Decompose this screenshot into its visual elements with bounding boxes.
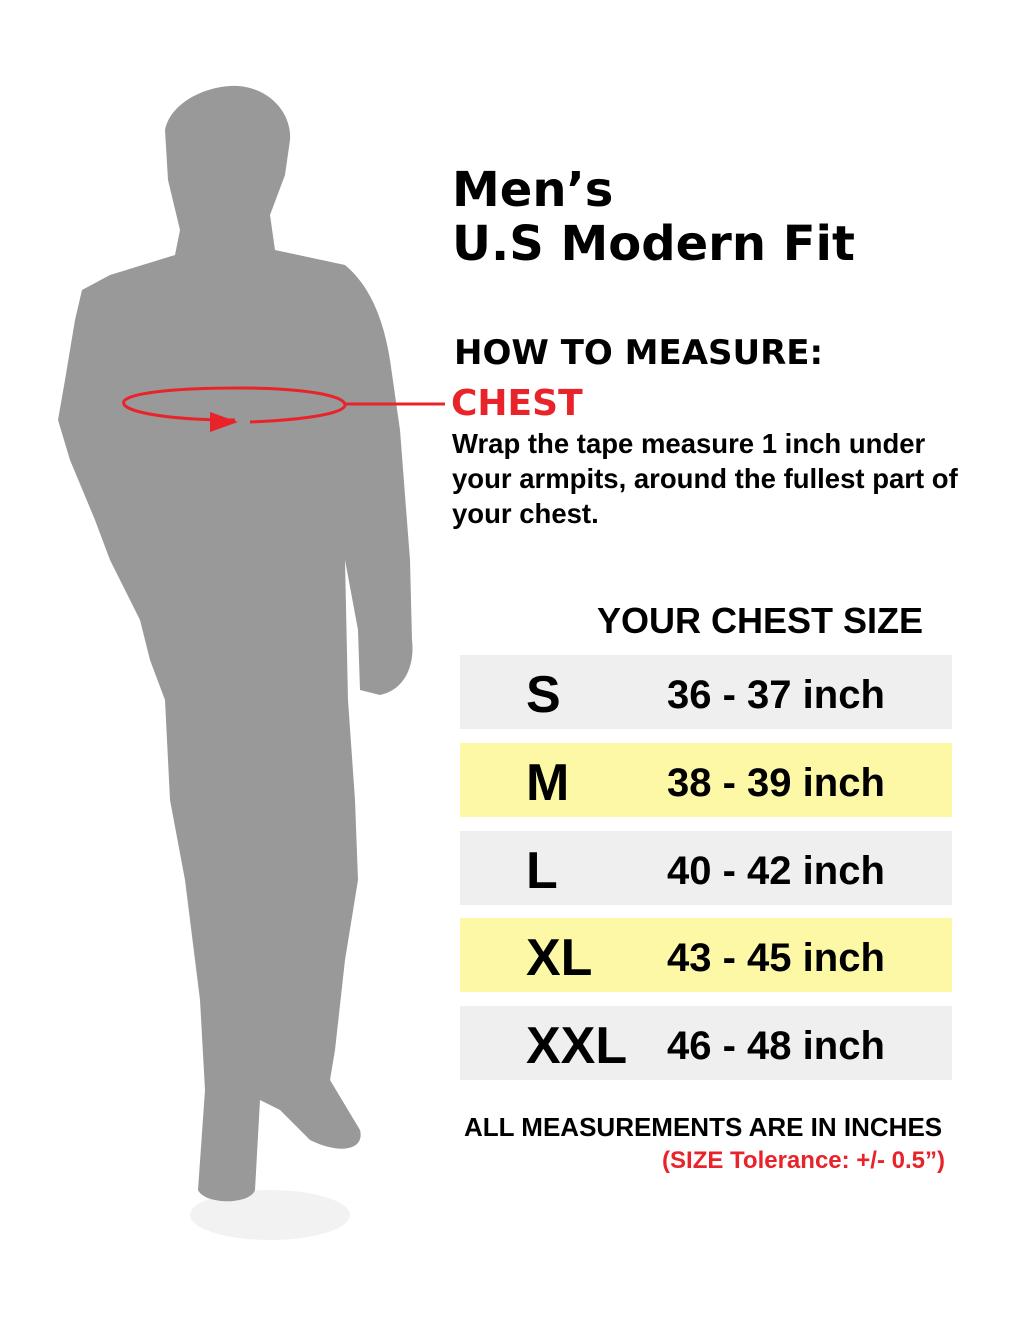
tape-measure-back-icon [122,386,347,424]
how-to-measure-heading: HOW TO MEASURE: [454,333,824,373]
table-row: L 40 - 42 inch [460,831,952,905]
chest-range: 38 - 39 inch [667,761,885,805]
size-label: XXL [526,1017,628,1075]
size-label: XL [526,929,593,987]
table-row: XXL 46 - 48 inch [460,1006,952,1080]
arrow-icon [210,412,238,432]
size-label: L [526,842,558,900]
chest-label: CHEST [451,383,583,424]
table-heading: YOUR CHEST SIZE [597,600,924,641]
measurement-note: ALL MEASUREMENTS ARE IN INCHES [464,1112,943,1142]
shadow [190,1190,350,1240]
title-line-2: U.S Modern Fit [452,216,855,272]
silhouette [58,85,413,1202]
table-row: S 36 - 37 inch [460,655,952,729]
measure-instructions: Wrap the tape measure 1 inch under your … [452,428,958,529]
chest-range: 40 - 42 inch [667,849,885,893]
chest-range: 43 - 45 inch [667,936,885,980]
tolerance-note: (SIZE Tolerance: +/- 0.5”) [662,1147,945,1174]
table-row: XL 43 - 45 inch [460,918,952,992]
size-label: M [526,754,570,812]
title-line-1: Men’s [452,162,614,218]
size-label: S [526,666,561,724]
chest-range: 36 - 37 inch [667,673,885,717]
man-silhouette-illustration [58,85,445,1240]
chest-range: 46 - 48 inch [667,1024,885,1068]
table-row: M 38 - 39 inch [460,743,952,817]
